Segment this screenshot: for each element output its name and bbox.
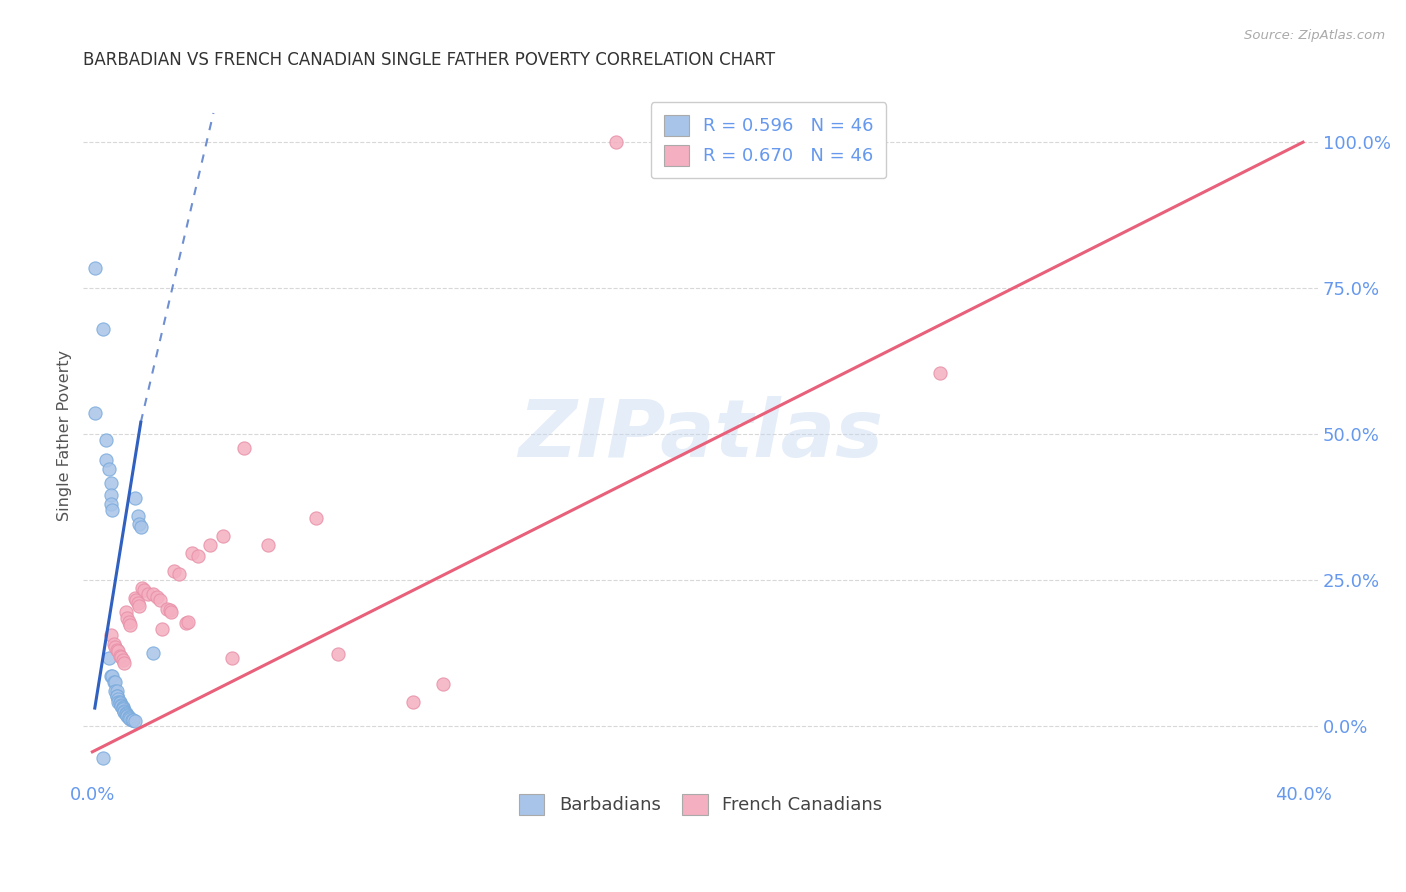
Point xyxy=(163,564,186,578)
Point xyxy=(149,593,172,607)
Point xyxy=(132,583,155,598)
Point xyxy=(832,135,855,149)
Point xyxy=(177,615,200,629)
Point xyxy=(118,710,141,724)
Point xyxy=(114,706,136,720)
Point xyxy=(928,366,950,380)
Point xyxy=(181,546,204,560)
Point xyxy=(127,508,149,523)
Point xyxy=(104,674,127,689)
Point xyxy=(94,433,117,447)
Point xyxy=(83,260,105,275)
Point xyxy=(103,674,125,689)
Legend: Barbadians, French Canadians: Barbadians, French Canadians xyxy=(510,785,891,824)
Point xyxy=(122,713,145,727)
Point xyxy=(115,708,138,723)
Point xyxy=(605,135,627,149)
Point xyxy=(105,642,128,657)
Point xyxy=(94,453,117,467)
Point xyxy=(131,582,153,596)
Point xyxy=(114,605,136,619)
Point xyxy=(124,714,146,728)
Point xyxy=(111,653,134,667)
Point xyxy=(125,593,148,607)
Point xyxy=(91,750,114,764)
Point xyxy=(107,695,129,709)
Point xyxy=(105,690,128,704)
Point xyxy=(110,699,132,714)
Point xyxy=(98,651,121,665)
Point xyxy=(124,491,146,505)
Point xyxy=(108,648,131,663)
Point xyxy=(100,628,122,642)
Point xyxy=(91,322,114,336)
Text: ZIPatlas: ZIPatlas xyxy=(519,396,883,475)
Point xyxy=(110,649,132,664)
Point xyxy=(115,708,138,723)
Point xyxy=(112,704,135,718)
Point xyxy=(138,587,160,601)
Point xyxy=(402,695,425,709)
Point xyxy=(120,712,142,726)
Point xyxy=(112,656,135,670)
Point xyxy=(146,591,169,605)
Point xyxy=(114,706,136,721)
Point xyxy=(142,646,165,660)
Point xyxy=(115,610,138,624)
Point xyxy=(110,698,132,713)
Point xyxy=(167,566,190,581)
Point xyxy=(257,538,280,552)
Point xyxy=(107,644,129,658)
Point xyxy=(121,713,143,727)
Point xyxy=(127,596,149,610)
Point xyxy=(221,651,243,665)
Point xyxy=(696,135,718,149)
Point xyxy=(104,683,127,698)
Point xyxy=(101,502,124,516)
Point xyxy=(200,538,222,552)
Point xyxy=(108,695,131,709)
Point xyxy=(129,520,152,534)
Point xyxy=(111,702,134,716)
Text: BARBADIAN VS FRENCH CANADIAN SINGLE FATHER POVERTY CORRELATION CHART: BARBADIAN VS FRENCH CANADIAN SINGLE FATH… xyxy=(83,51,776,69)
Point xyxy=(100,488,122,502)
Point xyxy=(101,669,124,683)
Point xyxy=(111,699,134,714)
Point xyxy=(174,616,197,631)
Point xyxy=(104,640,127,654)
Point xyxy=(105,690,128,704)
Point xyxy=(103,637,125,651)
Point xyxy=(159,603,181,617)
Point xyxy=(124,591,146,606)
Point xyxy=(118,711,141,725)
Point xyxy=(128,517,150,532)
Point xyxy=(326,648,349,662)
Point xyxy=(432,676,454,690)
Point xyxy=(120,618,142,632)
Point xyxy=(187,549,209,564)
Point xyxy=(112,705,135,719)
Point xyxy=(160,605,183,619)
Point xyxy=(100,497,122,511)
Point xyxy=(305,511,328,525)
Text: Source: ZipAtlas.com: Source: ZipAtlas.com xyxy=(1244,29,1385,42)
Point xyxy=(98,462,121,476)
Point xyxy=(128,599,150,613)
Point xyxy=(105,683,128,698)
Point xyxy=(108,697,131,711)
Point xyxy=(84,407,107,421)
Point xyxy=(107,692,129,706)
Point xyxy=(155,602,177,616)
Point xyxy=(211,529,233,543)
Point xyxy=(118,615,141,629)
Point xyxy=(100,669,122,683)
Point xyxy=(111,701,134,715)
Point xyxy=(232,442,254,456)
Point xyxy=(150,623,173,637)
Y-axis label: Single Father Poverty: Single Father Poverty xyxy=(58,350,72,521)
Point xyxy=(142,587,165,601)
Point xyxy=(100,476,122,491)
